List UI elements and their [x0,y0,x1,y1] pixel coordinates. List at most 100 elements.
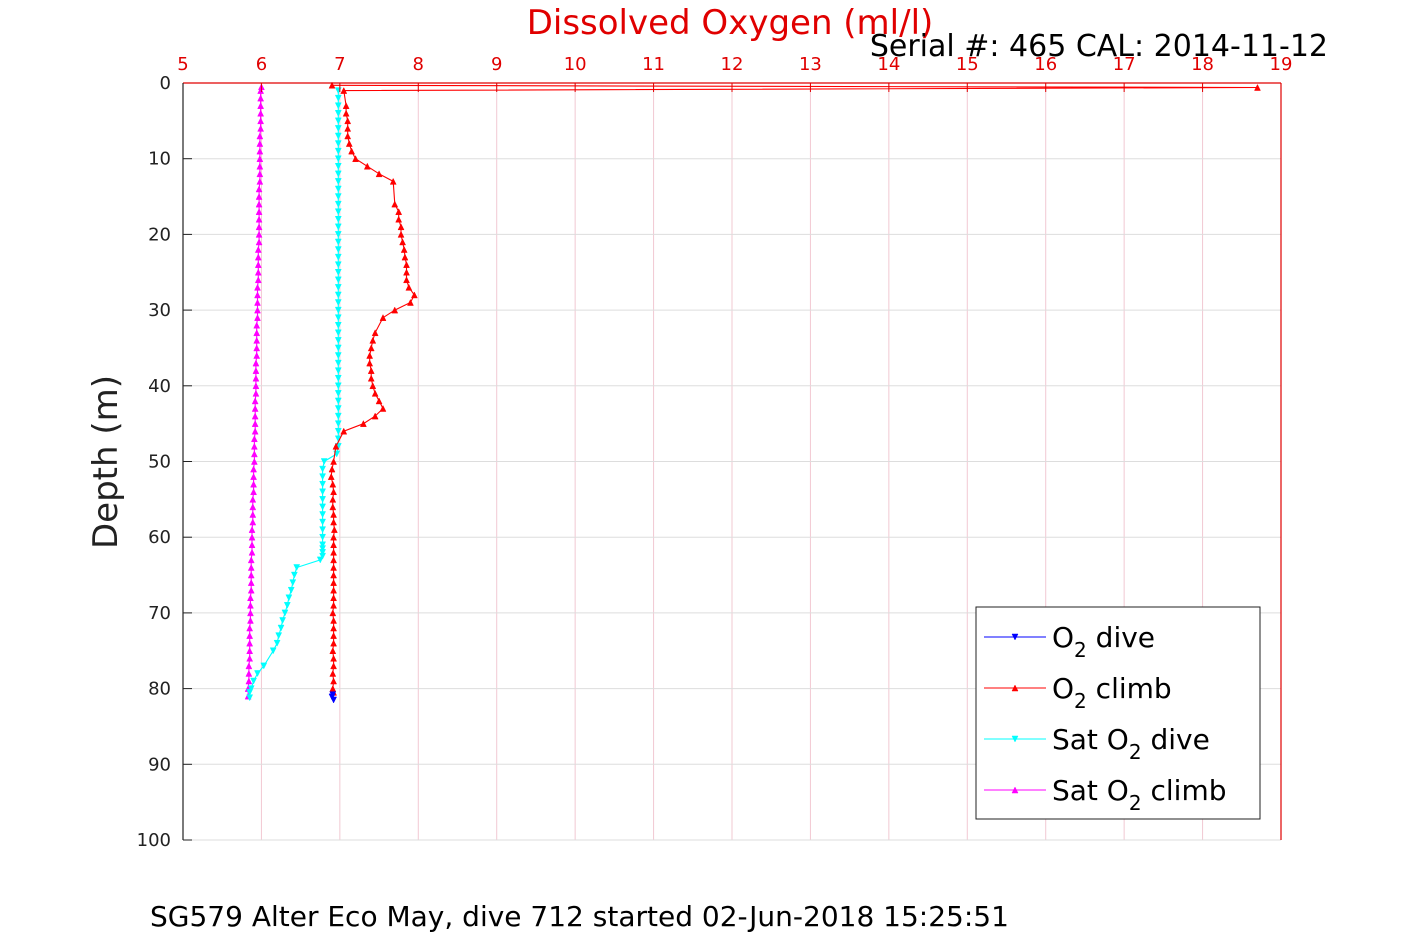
data-point [260,662,268,670]
data-point [334,155,342,163]
data-point [289,579,297,587]
data-point [403,276,410,284]
data-point [330,632,337,639]
data-point [252,374,260,382]
y-tick-label: 20 [148,224,171,245]
data-point [405,283,413,291]
data-point [257,124,265,132]
data-point [319,552,327,560]
data-point [247,571,255,579]
data-point [247,586,255,594]
data-point [319,465,327,473]
data-point [334,314,342,322]
data-point [273,639,281,647]
data-point [257,102,265,109]
data-point [330,518,337,526]
data-point [363,162,371,170]
data-point [330,526,338,533]
data-point [375,397,383,405]
data-point [252,359,260,367]
data-point [255,200,263,208]
data-point [334,321,342,329]
data-point [283,602,291,609]
data-point [255,223,263,231]
data-point [334,208,342,216]
data-point [253,351,261,359]
data-point [247,616,254,624]
x-tick-label: 19 [1270,54,1293,75]
data-point [254,261,262,268]
x-tick-label: 10 [564,54,587,75]
data-point [252,367,260,374]
data-point [328,81,336,89]
data-point [379,404,387,412]
data-point [407,298,414,306]
data-point [334,412,342,420]
data-point [334,276,342,284]
data-point [249,510,257,518]
x-tick-label: 14 [877,54,900,75]
data-point [334,359,342,367]
data-point [369,336,377,344]
data-point [247,563,255,571]
data-point [334,253,342,261]
data-point [253,336,261,344]
data-point [250,480,257,488]
data-point [403,268,410,276]
data-point [250,488,257,496]
legend-marker [1011,786,1019,794]
series-o2-dive [328,691,337,704]
data-point [253,344,261,352]
data-point [330,677,337,685]
data-point [334,140,342,148]
data-point [248,533,256,541]
series-sat-o2-dive [246,87,342,702]
data-point [395,215,403,223]
legend-entry: Sat O2 climb [984,774,1227,815]
y-tick-label: 50 [148,452,171,473]
data-point [255,192,263,200]
data-point [334,367,342,375]
data-point [334,337,342,344]
y-tick-label: 0 [160,73,171,94]
data-point [334,397,342,405]
data-point [329,669,337,677]
legend-label: Sat O2 dive [1052,723,1210,764]
chart-title: Dissolved Oxygen (ml/l) [527,3,934,43]
data-point [329,503,337,511]
data-point [397,230,405,238]
data-point [246,624,254,632]
data-point [334,223,342,231]
data-point [340,87,348,94]
data-point [395,208,403,215]
data-point [334,94,342,102]
data-point [254,253,262,261]
data-point [334,306,342,314]
data-point [334,374,342,382]
x-tick-label: 12 [721,54,744,75]
data-point [330,601,337,609]
data-point [334,132,342,140]
data-point [246,639,254,647]
legend-label-suffix: climb [1087,672,1172,705]
data-point [334,117,342,125]
series-o2-climb [327,81,1261,696]
data-point [257,87,265,94]
dive-caption: SG579 Alter Eco May, dive 712 started 02… [150,900,1009,933]
data-point [246,689,254,696]
data-point [329,609,337,617]
data-point [330,488,337,496]
data-point [319,496,327,503]
data-point [371,329,379,337]
data-point [367,344,375,352]
data-point [319,545,327,553]
data-point [254,291,261,299]
data-point [254,670,261,678]
data-point [1254,83,1261,91]
data-point [293,564,301,572]
data-point [250,473,257,480]
series-line [247,86,262,697]
data-point [245,662,253,670]
